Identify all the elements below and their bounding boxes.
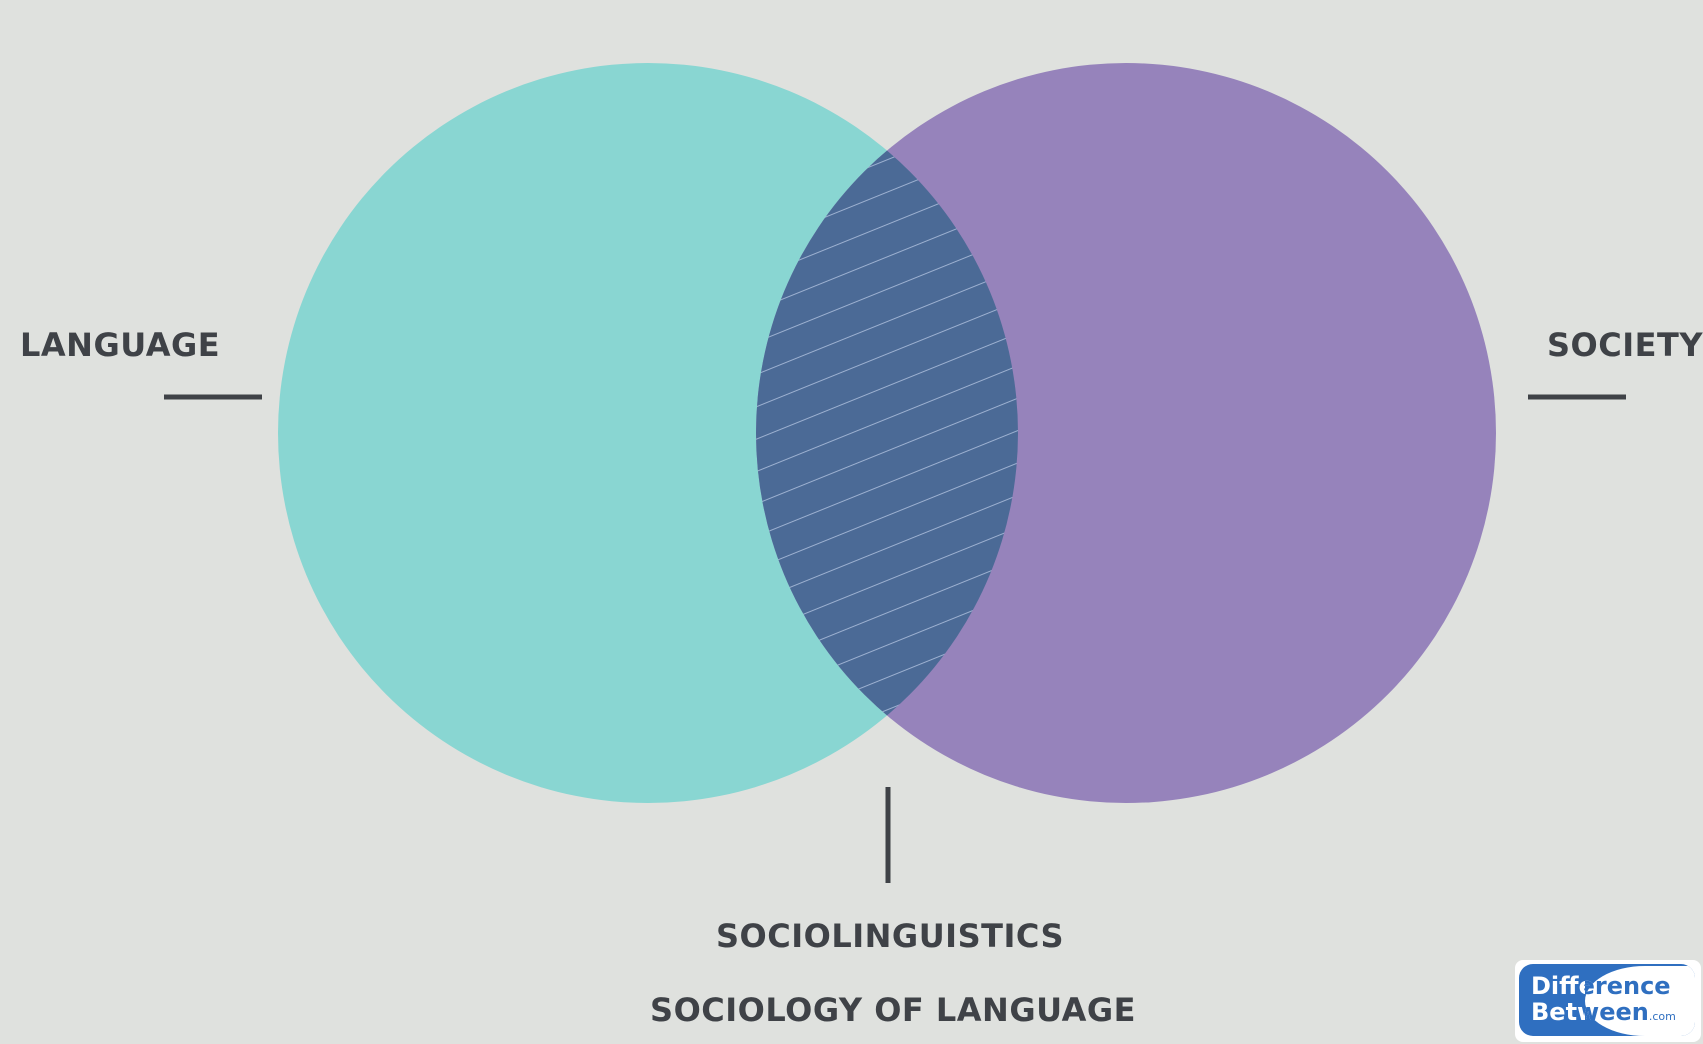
logo-line-1-overlay: Difference [1531,972,1671,1000]
language-label: LANGUAGE [20,326,221,364]
sociology-of-language-label: SOCIOLOGY OF LANGUAGE [650,991,1136,1029]
logo-line-2-overlay: Between.com [1531,998,1676,1030]
intersection-region [756,63,1018,803]
logo-line-2-word-overlay: Between [1531,998,1649,1026]
logo-swoosh [1585,966,1695,1036]
logo-badge: Difference Between.com [1519,964,1695,1036]
logo-dotcom-overlay: .com [1648,1010,1676,1023]
society-label: SOCIETY [1547,326,1703,364]
sociolinguistics-label: SOCIOLINGUISTICS [716,917,1064,955]
logo-overlay: Difference Between.com [1531,964,1695,1036]
logo-line-2-word: Between [1531,998,1649,1026]
logo-line-1: Difference [1531,972,1671,1000]
logo-line-2: Between.com [1531,999,1676,1030]
difference-between-logo: Difference Between.com Difference Betwee… [1515,960,1701,1042]
logo-dotcom: .com [1648,1010,1676,1023]
